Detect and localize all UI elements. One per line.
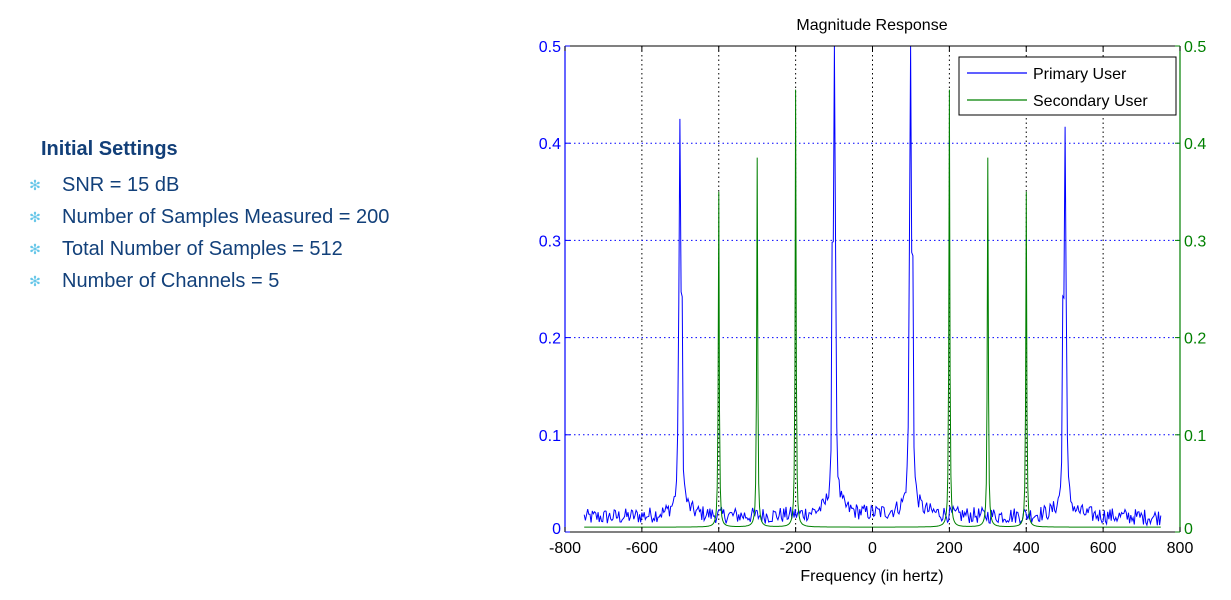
- chart-grid: [565, 46, 1180, 532]
- y-tick-label-left: 0.1: [539, 428, 561, 445]
- y-tick-label-left: 0.2: [539, 331, 561, 348]
- legend-label-primary: Primary User: [1033, 66, 1127, 83]
- bullet-icon: ✻: [29, 209, 41, 225]
- y-tick-label-left: 0.5: [539, 39, 561, 56]
- x-tick-label: -400: [703, 540, 735, 557]
- bullet-icon: ✻: [29, 241, 41, 257]
- y-tick-label-right: 0.3: [1184, 233, 1206, 250]
- settings-item-text: SNR = 15 dB: [62, 174, 180, 196]
- settings-item: ✻ Number of Samples Measured = 200: [28, 201, 389, 233]
- y-tick-label-left: 0.3: [539, 233, 561, 250]
- settings-list: ✻ SNR = 15 dB ✻ Number of Samples Measured…: [28, 169, 389, 297]
- y-tick-label-right: 0.2: [1184, 331, 1206, 348]
- x-tick-label: 0: [868, 540, 877, 557]
- x-tick-label: -800: [549, 540, 581, 557]
- y-tick-label-right: 0.4: [1184, 136, 1206, 153]
- settings-item: ✻ SNR = 15 dB: [28, 169, 389, 201]
- x-tick-label: 800: [1167, 540, 1194, 557]
- x-axis-label: Frequency (in hertz): [800, 568, 943, 585]
- bullet-icon: ✻: [29, 177, 41, 193]
- settings-item-text: Number of Channels = 5: [62, 270, 280, 292]
- initial-settings-panel: Initial Settings ✻ SNR = 15 dB ✻ Number of…: [28, 138, 389, 297]
- y-tick-label-right: 0: [1184, 521, 1193, 538]
- settings-item-text: Number of Samples Measured = 200: [62, 206, 390, 228]
- primary-user-line: [583, 45, 1162, 527]
- y-tick-label-right: 0.5: [1184, 39, 1206, 56]
- chart-title: Magnitude Response: [796, 17, 947, 34]
- y-tick-label-left: 0: [552, 521, 561, 538]
- settings-heading: Initial Settings: [41, 138, 178, 160]
- settings-item: ✻ Number of Channels = 5: [28, 265, 389, 297]
- settings-item-text: Total Number of Samples = 512: [62, 238, 343, 260]
- x-tick-label: -200: [780, 540, 812, 557]
- x-tick-label: -600: [626, 540, 658, 557]
- x-tick-label: 600: [1090, 540, 1117, 557]
- x-tick-label: 200: [936, 540, 963, 557]
- settings-item: ✻ Total Number of Samples = 512: [28, 233, 389, 265]
- chart-axes: -800 -600 -400 -200 0 200 400 600 800 0 0.1 0.2 0.3 0…: [539, 39, 1207, 557]
- y-tick-label-left: 0.4: [539, 136, 561, 153]
- legend-label-secondary: Secondary User: [1033, 93, 1148, 110]
- chart-legend: Primary User Secondary User: [958, 56, 1177, 116]
- x-tick-label: 400: [1013, 540, 1040, 557]
- bullet-icon: ✻: [29, 273, 41, 289]
- y-tick-label-right: 0.1: [1184, 428, 1206, 445]
- legend-box: [958, 56, 1177, 116]
